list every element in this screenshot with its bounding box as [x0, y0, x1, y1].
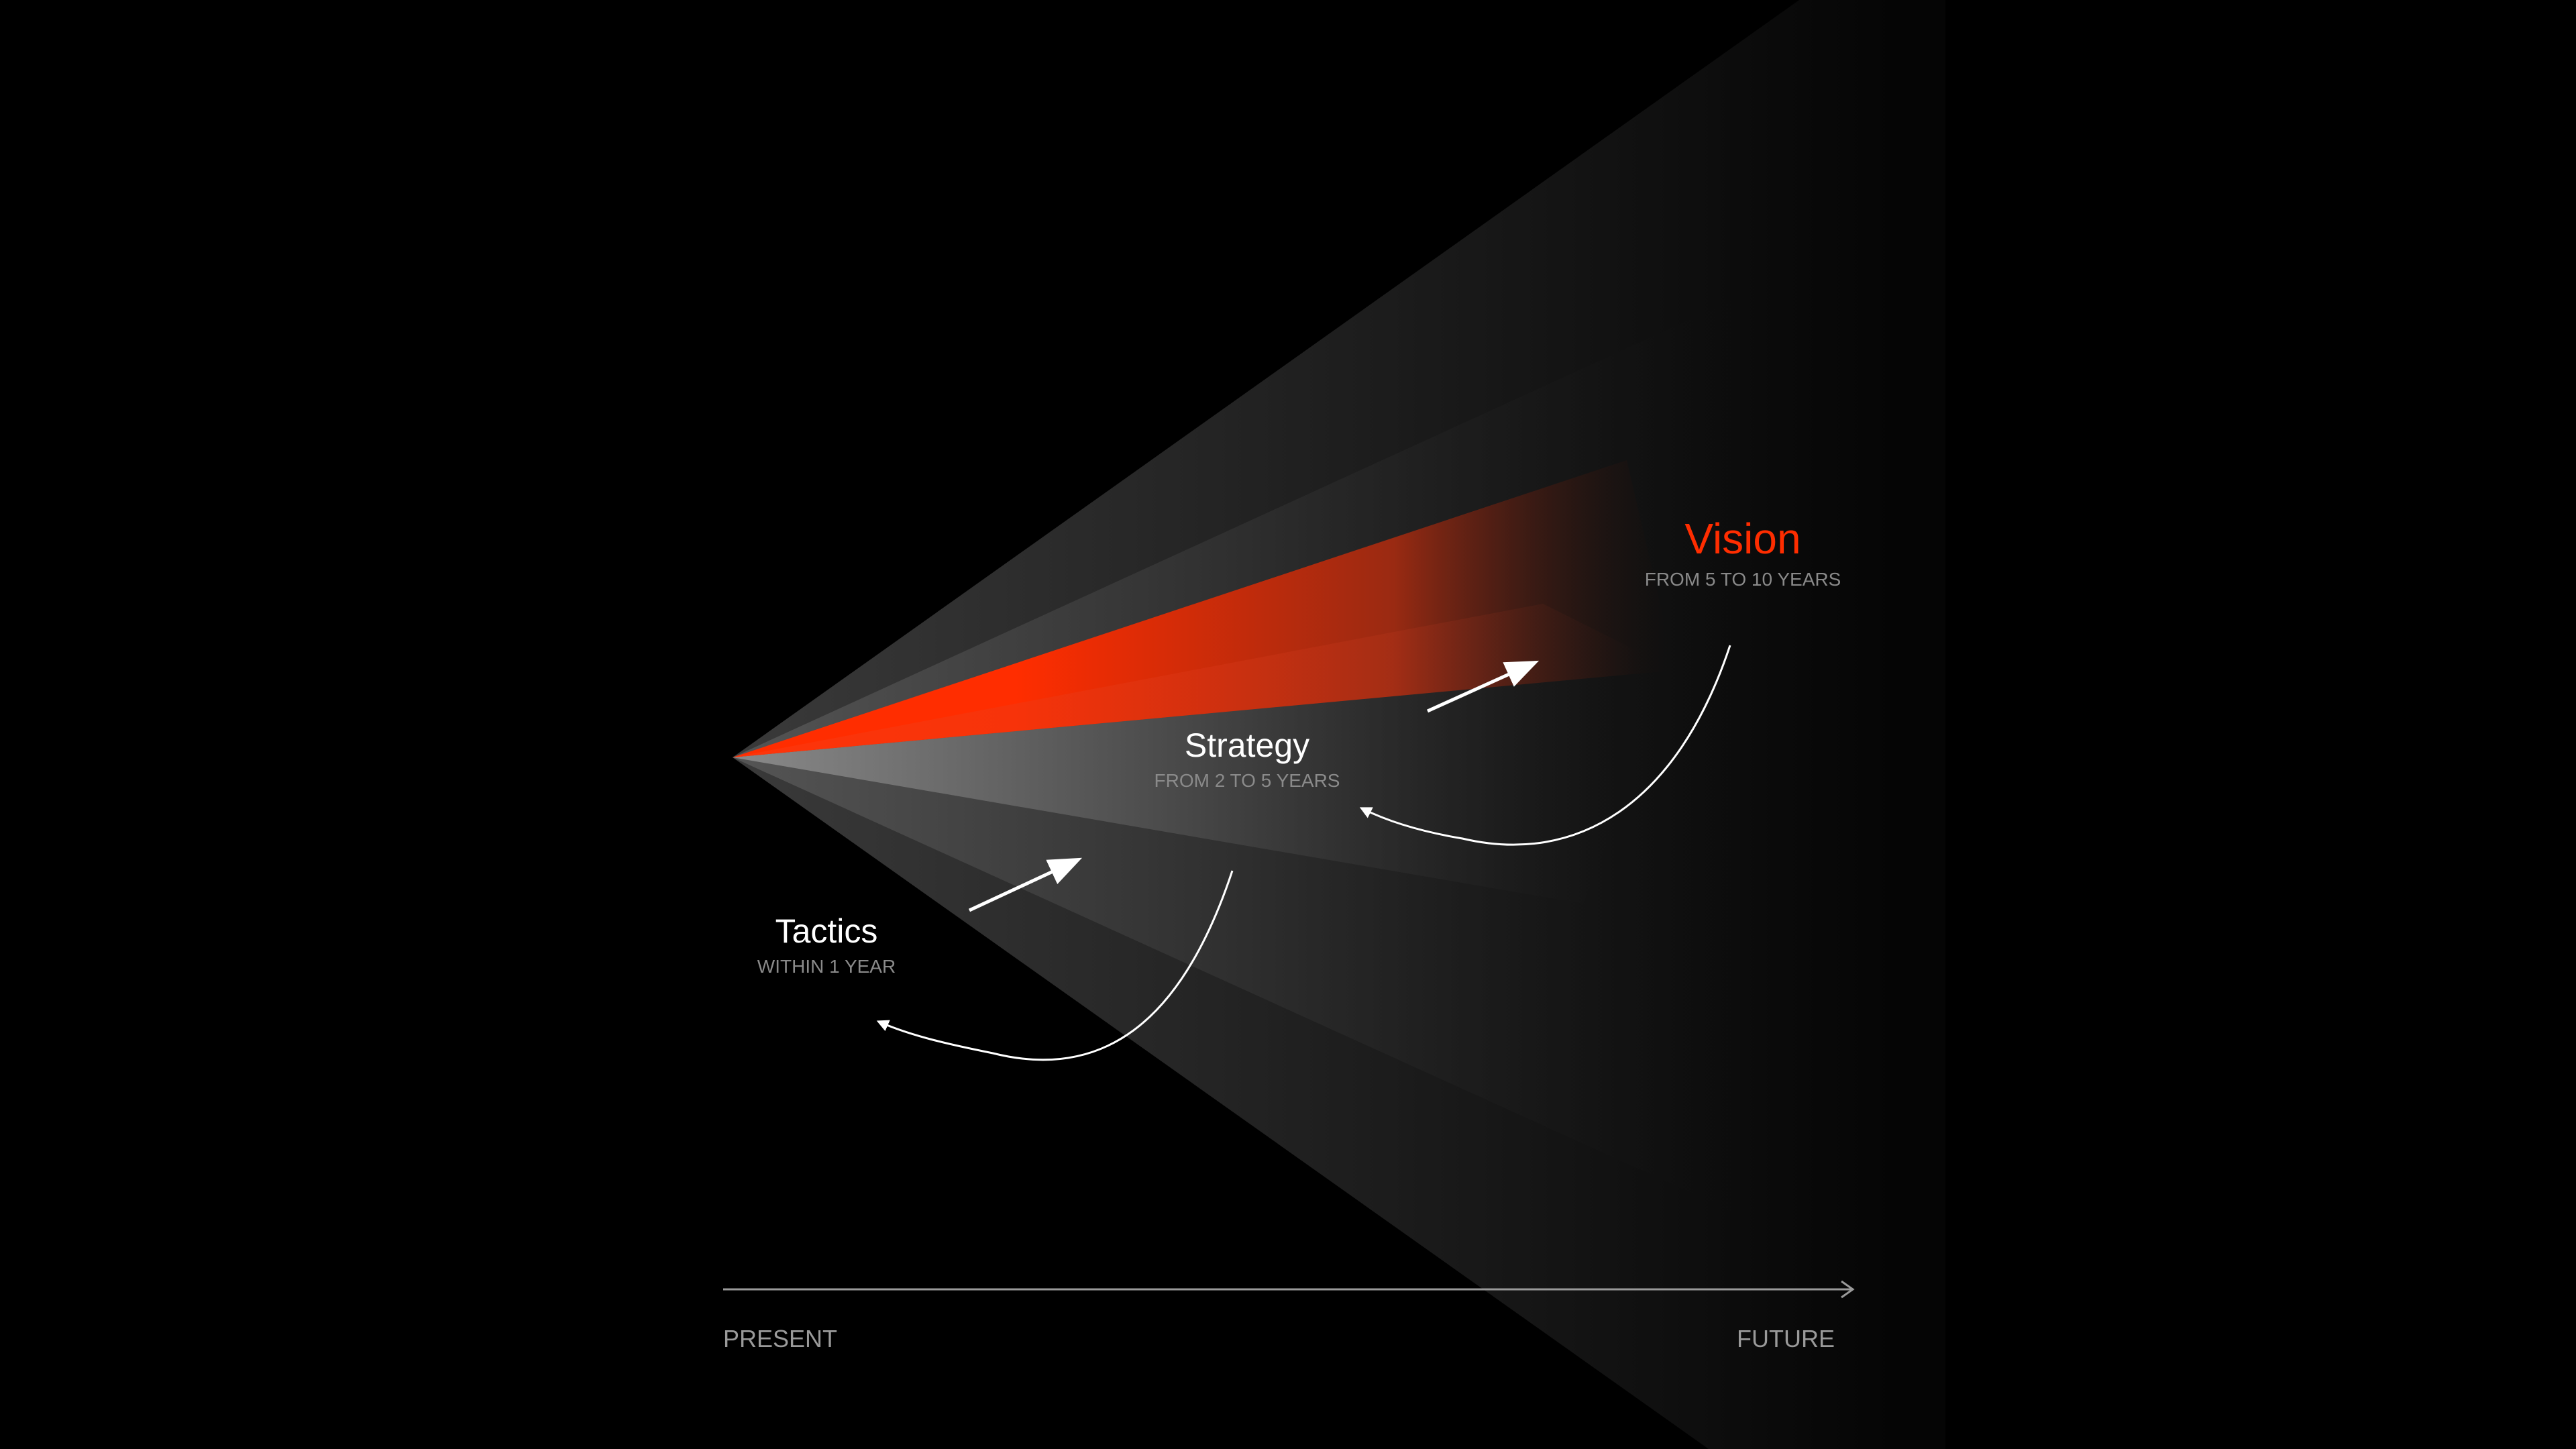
vision-inner-cone — [733, 604, 1676, 757]
vision-label: Vision FROM 5 TO 10 YEARS — [1645, 514, 1841, 590]
vision-subtitle: FROM 5 TO 10 YEARS — [1644, 569, 1841, 590]
strategy-to-vision-arrow — [1426, 660, 1540, 713]
vision-title: Vision — [1684, 515, 1801, 563]
strategy-subtitle: FROM 2 TO 5 YEARS — [1154, 770, 1340, 791]
axis-start-label: PRESENT — [723, 1325, 838, 1352]
tactics-label: Tactics WITHIN 1 YEAR — [757, 912, 896, 977]
strategy-curved-arrow — [876, 870, 1234, 1061]
strategy-title: Strategy — [1184, 727, 1310, 764]
vision-curved-arrow — [1359, 645, 1731, 846]
tactics-title: Tactics — [775, 912, 878, 950]
strategy-cone — [733, 670, 1676, 904]
tactics-subtitle: WITHIN 1 YEAR — [757, 956, 896, 977]
axis-end-label: FUTURE — [1737, 1325, 1835, 1352]
timeline-arrowhead-icon — [1841, 1280, 1855, 1299]
strategy-label: Strategy FROM 2 TO 5 YEARS — [1155, 726, 1340, 792]
tactics-to-strategy-arrow — [968, 857, 1083, 912]
